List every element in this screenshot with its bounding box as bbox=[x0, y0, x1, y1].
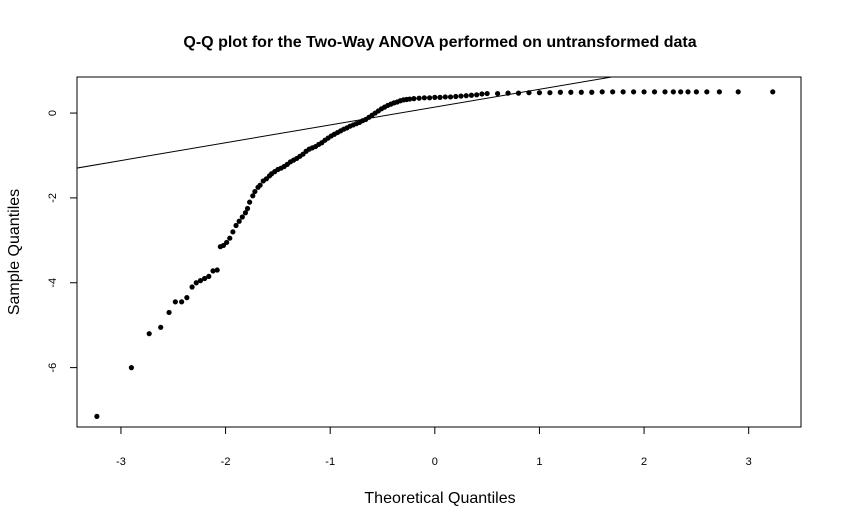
data-point bbox=[547, 90, 553, 96]
x-axis-title: Theoretical Quantiles bbox=[364, 490, 515, 507]
data-point bbox=[437, 94, 443, 100]
data-point bbox=[770, 89, 776, 95]
data-points bbox=[94, 89, 776, 419]
reference-line-layer bbox=[77, 77, 615, 169]
data-point bbox=[244, 205, 251, 212]
plot-frame bbox=[76, 76, 802, 428]
plot-title: Q-Q plot for the Two-Way ANOVA performed… bbox=[183, 34, 696, 51]
data-point bbox=[610, 89, 616, 95]
data-point bbox=[197, 278, 204, 284]
data-point bbox=[233, 222, 239, 229]
data-point bbox=[146, 331, 152, 337]
data-point bbox=[670, 89, 676, 95]
reference-line bbox=[77, 77, 615, 169]
data-point bbox=[230, 229, 236, 235]
x-tick-label: 3 bbox=[746, 456, 752, 468]
x-tick-label: -2 bbox=[221, 456, 231, 468]
data-point bbox=[662, 89, 668, 95]
data-point bbox=[631, 89, 637, 95]
x-tick-label: 1 bbox=[536, 456, 542, 468]
data-point bbox=[685, 89, 691, 95]
data-point bbox=[214, 267, 220, 273]
data-point bbox=[224, 239, 230, 246]
data-point bbox=[210, 268, 216, 274]
data-point bbox=[505, 90, 511, 96]
data-point bbox=[128, 365, 135, 371]
data-point bbox=[589, 89, 595, 95]
data-point bbox=[206, 273, 212, 279]
data-point bbox=[693, 89, 699, 95]
data-point bbox=[252, 188, 258, 195]
data-point bbox=[189, 284, 195, 290]
data-point bbox=[678, 89, 684, 95]
data-point bbox=[484, 90, 490, 97]
data-point bbox=[526, 90, 532, 96]
y-tick-label: 0 bbox=[47, 110, 59, 116]
data-point bbox=[442, 94, 448, 100]
data-point bbox=[184, 295, 190, 301]
data-point bbox=[620, 89, 626, 95]
data-point bbox=[239, 214, 245, 220]
data-point bbox=[411, 96, 417, 102]
data-point bbox=[716, 89, 722, 95]
data-point bbox=[463, 93, 469, 99]
data-point bbox=[432, 94, 438, 100]
x-tick-label: -1 bbox=[325, 456, 335, 468]
data-point bbox=[494, 90, 501, 97]
data-point bbox=[468, 92, 475, 98]
data-point bbox=[651, 89, 658, 95]
data-point bbox=[458, 93, 464, 99]
x-tick-label: -3 bbox=[116, 456, 126, 468]
data-point bbox=[568, 89, 574, 95]
data-point bbox=[479, 91, 485, 97]
data-point bbox=[536, 90, 543, 96]
data-point bbox=[704, 89, 710, 95]
data-point bbox=[735, 89, 741, 95]
data-point bbox=[247, 199, 253, 205]
data-point bbox=[453, 93, 459, 100]
axis-ticks: -3 -2 -1 0 1 2 3 -6 -4 -2 0 bbox=[47, 110, 752, 468]
data-point bbox=[426, 95, 433, 101]
data-point bbox=[242, 210, 249, 216]
data-point bbox=[416, 95, 422, 101]
x-tick-label: 2 bbox=[641, 456, 647, 468]
x-tick-label: 0 bbox=[432, 456, 438, 468]
data-point bbox=[94, 413, 100, 419]
data-point bbox=[257, 182, 263, 188]
y-tick-label: -6 bbox=[47, 363, 59, 373]
data-point bbox=[179, 299, 185, 305]
data-point bbox=[515, 90, 522, 96]
data-point bbox=[474, 92, 480, 98]
data-point bbox=[250, 193, 256, 199]
data-point bbox=[407, 96, 413, 102]
data-point bbox=[421, 95, 427, 101]
data-point bbox=[236, 218, 242, 224]
data-point bbox=[193, 280, 199, 286]
data-point bbox=[172, 299, 178, 305]
data-point bbox=[578, 89, 584, 95]
data-point bbox=[166, 309, 172, 316]
data-point bbox=[158, 324, 164, 330]
data-point bbox=[227, 235, 233, 241]
data-point bbox=[641, 89, 647, 95]
data-point bbox=[447, 94, 454, 100]
y-axis-title: Sample Quantiles bbox=[6, 189, 23, 315]
data-point bbox=[202, 275, 208, 282]
y-tick-label: -4 bbox=[47, 278, 59, 288]
y-tick-label: -2 bbox=[47, 193, 59, 203]
data-point bbox=[557, 89, 563, 95]
data-point bbox=[599, 89, 605, 95]
